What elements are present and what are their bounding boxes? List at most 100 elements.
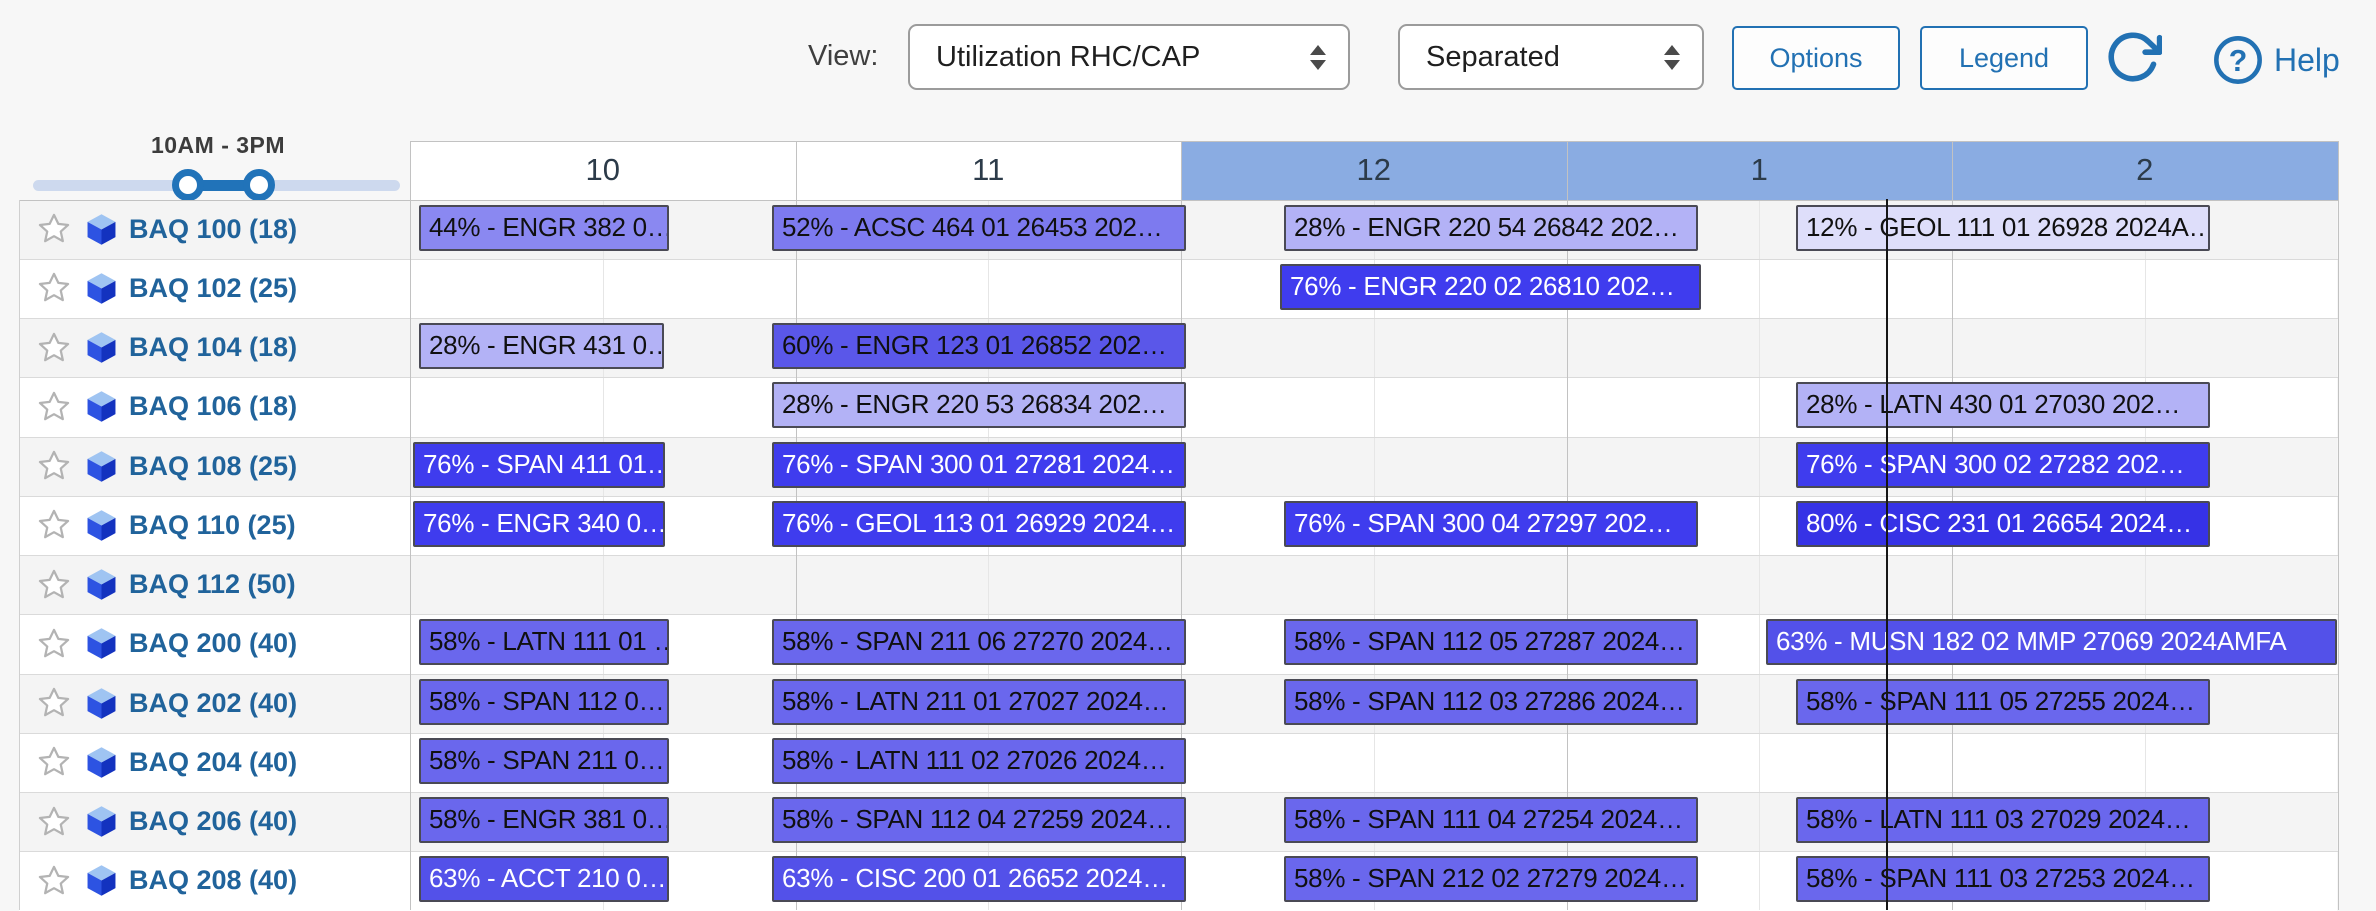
- room-cube-icon: [87, 332, 116, 363]
- event-block[interactable]: 58% - SPAN 212 02 27279 2024…: [1284, 856, 1698, 903]
- row-stripe: [19, 258, 2337, 318]
- room-name[interactable]: BAQ 108 (25): [129, 450, 298, 481]
- room-cube-icon: [87, 450, 116, 482]
- favorite-star-icon[interactable]: [36, 211, 72, 247]
- event-block[interactable]: 58% - SPAN 112 05 27287 2024…: [1284, 619, 1698, 666]
- refresh-icon[interactable]: [2104, 28, 2162, 86]
- event-block[interactable]: 28% - ENGR 431 0…: [419, 323, 664, 369]
- room-name[interactable]: BAQ 110 (25): [129, 509, 296, 540]
- room-name[interactable]: BAQ 106 (18): [129, 391, 298, 422]
- event-block[interactable]: 28% - ENGR 220 53 26834 202…: [772, 382, 1186, 429]
- view-label: View:: [808, 40, 879, 72]
- event-block[interactable]: 58% - LATN 211 01 27027 2024…: [772, 678, 1186, 725]
- room-cube-icon: [87, 569, 116, 600]
- event-block[interactable]: 58% - SPAN 112 04 27259 2024…: [772, 797, 1186, 843]
- slider-handle-start[interactable]: [171, 169, 204, 201]
- room-row: BAQ 108 (25): [19, 437, 410, 496]
- event-block[interactable]: 58% - LATN 111 01 …: [419, 619, 669, 666]
- time-range-slider[interactable]: [33, 169, 400, 201]
- row-stripe: [19, 555, 2337, 615]
- room-name[interactable]: BAQ 204 (40): [129, 746, 298, 777]
- room-row: BAQ 200 (40): [19, 614, 410, 673]
- event-block[interactable]: 58% - ENGR 381 0…: [419, 797, 669, 843]
- event-block[interactable]: 44% - ENGR 382 0…: [419, 204, 669, 251]
- event-block[interactable]: 76% - SPAN 300 02 27282 202…: [1796, 441, 2210, 488]
- room-row: BAQ 206 (40): [19, 792, 410, 851]
- event-block[interactable]: 63% - MUSN 182 02 MMP 27069 2024AMFA: [1766, 619, 2337, 666]
- select-spinner-icon: [1310, 44, 1326, 70]
- favorite-star-icon[interactable]: [36, 567, 72, 603]
- room-name[interactable]: BAQ 112 (50): [129, 569, 296, 600]
- room-name[interactable]: BAQ 202 (40): [129, 687, 298, 718]
- room-cube-icon: [87, 510, 116, 541]
- mode-select[interactable]: Separated: [1398, 24, 1704, 90]
- event-block[interactable]: 58% - SPAN 211 06 27270 2024…: [772, 619, 1186, 666]
- view-select-value: Utilization RHC/CAP: [936, 40, 1201, 73]
- column-header-2: 2: [1952, 141, 2338, 200]
- event-block[interactable]: 52% - ACSC 464 01 26453 202…: [772, 204, 1186, 251]
- room-name[interactable]: BAQ 206 (40): [129, 806, 298, 837]
- favorite-star-icon[interactable]: [36, 804, 72, 840]
- room-cube-icon: [87, 747, 116, 778]
- room-name[interactable]: BAQ 104 (18): [129, 332, 298, 363]
- room-cube-icon: [87, 687, 116, 719]
- favorite-star-icon[interactable]: [36, 863, 72, 899]
- event-block[interactable]: 63% - CISC 200 01 26652 2024…: [772, 856, 1186, 903]
- event-block[interactable]: 76% - SPAN 411 01…: [413, 441, 665, 488]
- event-block[interactable]: 76% - ENGR 340 0…: [413, 500, 665, 547]
- event-block[interactable]: 63% - ACCT 210 0…: [419, 856, 669, 903]
- favorite-star-icon[interactable]: [36, 270, 72, 306]
- room-cube-icon: [87, 391, 116, 423]
- room-cube-icon: [87, 628, 116, 660]
- favorite-star-icon[interactable]: [36, 507, 72, 543]
- room-name[interactable]: BAQ 208 (40): [129, 865, 298, 896]
- favorite-star-icon[interactable]: [36, 330, 72, 366]
- favorite-star-icon[interactable]: [36, 448, 72, 484]
- favorite-star-icon[interactable]: [36, 389, 72, 425]
- favorite-star-icon[interactable]: [36, 744, 72, 780]
- column-header-12: 12: [1181, 141, 1567, 200]
- options-button[interactable]: Options: [1732, 26, 1900, 90]
- legend-button[interactable]: Legend: [1920, 26, 2088, 90]
- svg-text:?: ?: [2229, 45, 2248, 78]
- event-block[interactable]: 76% - GEOL 113 01 26929 2024…: [772, 500, 1186, 547]
- room-name[interactable]: BAQ 102 (25): [129, 272, 298, 303]
- event-block[interactable]: 58% - SPAN 211 0…: [419, 737, 669, 784]
- column-header-10: 10: [410, 141, 796, 200]
- room-name[interactable]: BAQ 100 (18): [129, 213, 298, 244]
- room-row: BAQ 100 (18): [19, 200, 410, 259]
- column-header-11: 11: [795, 141, 1181, 200]
- help-label: Help: [2274, 41, 2340, 78]
- event-block[interactable]: 58% - LATN 111 02 27026 2024…: [772, 737, 1186, 784]
- help-button[interactable]: ? Help: [2212, 34, 2340, 86]
- favorite-star-icon[interactable]: [36, 685, 72, 721]
- event-block[interactable]: 58% - LATN 111 03 27029 2024…: [1796, 797, 2210, 843]
- event-block[interactable]: 76% - SPAN 300 04 27297 202…: [1284, 500, 1698, 547]
- room-row: BAQ 104 (18): [19, 318, 410, 377]
- event-block[interactable]: 12% - GEOL 111 01 26928 2024A…: [1796, 204, 2210, 251]
- question-circle-icon: ?: [2214, 36, 2262, 84]
- room-row: BAQ 112 (50): [19, 555, 410, 614]
- room-row: BAQ 208 (40): [19, 851, 410, 910]
- event-block[interactable]: 80% - CISC 231 01 26654 2024…: [1796, 500, 2210, 547]
- room-row: BAQ 204 (40): [19, 733, 410, 792]
- event-block[interactable]: 28% - ENGR 220 54 26842 202…: [1284, 204, 1698, 251]
- current-time-indicator: [1886, 199, 1888, 910]
- room-name[interactable]: BAQ 200 (40): [129, 628, 298, 659]
- room-row: BAQ 202 (40): [19, 674, 410, 733]
- event-block[interactable]: 58% - SPAN 111 04 27254 2024…: [1284, 797, 1698, 843]
- event-block[interactable]: 28% - LATN 430 01 27030 202…: [1796, 382, 2210, 429]
- event-block[interactable]: 58% - SPAN 111 05 27255 2024…: [1796, 678, 2210, 725]
- slider-handle-end[interactable]: [243, 169, 276, 201]
- event-block[interactable]: 76% - ENGR 220 02 26810 202…: [1280, 263, 1701, 310]
- event-block[interactable]: 60% - ENGR 123 01 26852 202…: [772, 323, 1186, 369]
- event-block[interactable]: 76% - SPAN 300 01 27281 2024…: [772, 441, 1186, 488]
- favorite-star-icon[interactable]: [36, 626, 72, 662]
- room-cube-icon: [87, 806, 116, 837]
- event-block[interactable]: 58% - SPAN 111 03 27253 2024…: [1796, 856, 2210, 903]
- column-header-1: 1: [1566, 141, 1952, 200]
- view-select[interactable]: Utilization RHC/CAP: [908, 24, 1350, 90]
- event-block[interactable]: 58% - SPAN 112 03 27286 2024…: [1284, 678, 1698, 725]
- room-cube-icon: [87, 213, 116, 245]
- event-block[interactable]: 58% - SPAN 112 0…: [419, 678, 669, 725]
